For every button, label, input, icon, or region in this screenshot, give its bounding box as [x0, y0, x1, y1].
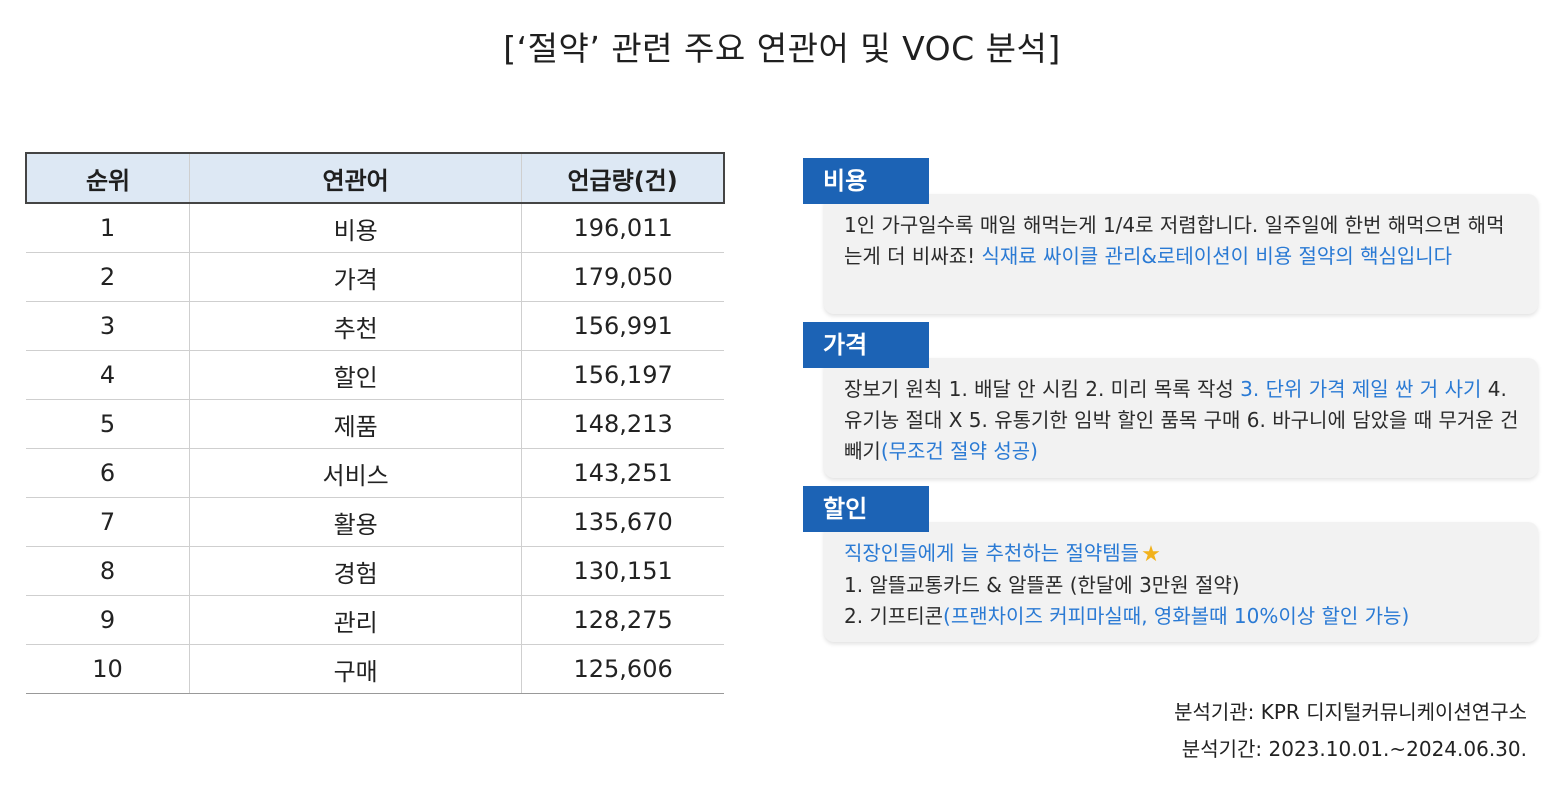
voc-cost-text-highlight: 식재료 싸이클 관리&로테이션이 비용 절약의 핵심입니다 — [981, 244, 1453, 268]
voc-price: 장보기 원칙 1. 배달 안 시킴 2. 미리 목록 작성 3. 단위 가격 제… — [803, 322, 1538, 478]
table-row: 2 가격 179,050 — [26, 252, 724, 302]
table-header-row: 순위 연관어 언급량(건) — [25, 152, 726, 204]
cell-word: 추천 — [189, 301, 523, 351]
cell-rank: 6 — [26, 448, 191, 498]
voc-discount-box: 직장인들에게 늘 추천하는 절약템들★ 1. 알뜰교통카드 & 알뜰폰 (한달에… — [824, 522, 1538, 642]
cell-rank: 3 — [26, 301, 191, 351]
voc-price-text-highlight2: (무조건 절약 성공) — [880, 439, 1038, 463]
cell-rank: 2 — [26, 252, 191, 302]
voc-price-text-plain2: 4. 유기농 절대 X 5. 유통기한 임박 할인 품목 구매 6. 바구니에 … — [844, 377, 1519, 463]
voc-price-tag: 가격 — [803, 322, 929, 368]
cell-rank: 7 — [26, 497, 191, 547]
footer-agency: 분석기관: KPR 디지털커뮤니케이션연구소 — [1174, 700, 1527, 724]
voc-price-box: 장보기 원칙 1. 배달 안 시킴 2. 미리 목록 작성 3. 단위 가격 제… — [824, 358, 1538, 478]
table-row: 10 구매 125,606 — [26, 644, 724, 694]
cell-word: 서비스 — [189, 448, 523, 498]
cell-count: 128,275 — [521, 595, 724, 645]
cell-rank: 10 — [26, 644, 191, 694]
cell-count: 148,213 — [521, 399, 724, 449]
cell-word: 제품 — [189, 399, 523, 449]
cell-rank: 9 — [26, 595, 191, 645]
table-row: 6 서비스 143,251 — [26, 448, 724, 498]
header-word: 연관어 — [189, 152, 523, 204]
cell-word: 경험 — [189, 546, 523, 596]
cell-count: 156,991 — [521, 301, 724, 351]
voc-discount-line1: 직장인들에게 늘 추천하는 절약템들★ — [844, 538, 1522, 570]
cell-word: 비용 — [189, 203, 523, 253]
voc-discount-line2: 1. 알뜰교통카드 & 알뜰폰 (한달에 3만원 절약) — [844, 573, 1240, 597]
cell-word: 가격 — [189, 252, 523, 302]
cell-count: 196,011 — [521, 203, 724, 253]
footer-period: 분석기간: 2023.10.01.~2024.06.30. — [1181, 737, 1527, 761]
cell-rank: 8 — [26, 546, 191, 596]
table-row: 3 추천 156,991 — [26, 301, 724, 351]
page-title: [‘절약’ 관련 주요 연관어 및 VOC 분석] — [503, 29, 1061, 68]
voc-price-text-highlight1: 3. 단위 가격 제일 싼 거 사기 — [1240, 377, 1482, 401]
cell-word: 할인 — [189, 350, 523, 400]
cell-word: 관리 — [189, 595, 523, 645]
cell-word: 구매 — [189, 644, 523, 694]
voc-price-text: 장보기 원칙 1. 배달 안 시킴 2. 미리 목록 작성 3. 단위 가격 제… — [844, 374, 1522, 467]
cell-count: 143,251 — [521, 448, 724, 498]
related-words-table: 순위 연관어 언급량(건) 1 비용 196,011 2 가격 179,050 3 추천 156… — [25, 152, 726, 694]
voc-price-text-plain1: 장보기 원칙 1. 배달 안 시킴 2. 미리 목록 작성 — [844, 377, 1241, 401]
cell-rank: 1 — [26, 203, 191, 253]
cell-count: 179,050 — [521, 252, 724, 302]
cell-count: 125,606 — [521, 644, 724, 694]
voc-cost-tag: 비용 — [803, 158, 929, 204]
cell-count: 130,151 — [521, 546, 724, 596]
table-row: 9 관리 128,275 — [26, 595, 724, 645]
table-row: 4 할인 156,197 — [26, 350, 724, 400]
voc-discount: 직장인들에게 늘 추천하는 절약템들★ 1. 알뜰교통카드 & 알뜰폰 (한달에… — [803, 486, 1538, 642]
voc-discount-line3: 2. 기프티콘(프랜차이즈 커피마실때, 영화볼때 10%이상 할인 가능) — [844, 601, 1522, 632]
cell-count: 135,670 — [521, 497, 724, 547]
table-row: 1 비용 196,011 — [26, 203, 724, 253]
voc-cost: 1인 가구일수록 매일 해먹는게 1/4로 저렴합니다. 일주일에 한번 해먹으… — [803, 158, 1538, 314]
header-rank: 순위 — [25, 152, 191, 204]
table-row: 7 활용 135,670 — [26, 497, 724, 547]
table-row: 5 제품 148,213 — [26, 399, 724, 449]
header-count: 언급량(건) — [521, 152, 726, 204]
voc-discount-text: 직장인들에게 늘 추천하는 절약템들★ 1. 알뜰교통카드 & 알뜰폰 (한달에… — [844, 538, 1522, 632]
cell-count: 156,197 — [521, 350, 724, 400]
voc-cost-text: 1인 가구일수록 매일 해먹는게 1/4로 저렴합니다. 일주일에 한번 해먹으… — [844, 210, 1522, 272]
voc-discount-tag: 할인 — [803, 486, 929, 532]
voc-discount-line3-plain: 2. 기프티콘 — [844, 604, 944, 628]
cell-word: 활용 — [189, 497, 523, 547]
cell-rank: 4 — [26, 350, 191, 400]
voc-cost-box: 1인 가구일수록 매일 해먹는게 1/4로 저렴합니다. 일주일에 한번 해먹으… — [824, 194, 1538, 314]
voc-cost-text-plain: 1인 가구일수록 매일 해먹는게 1/4로 저렴합니다. 일주일에 한번 해먹으… — [844, 213, 1505, 268]
table-row: 8 경험 130,151 — [26, 546, 724, 596]
star-icon: ★ — [1141, 542, 1161, 567]
cell-rank: 5 — [26, 399, 191, 449]
voc-discount-line1-highlight: 직장인들에게 늘 추천하는 절약템들 — [844, 541, 1140, 565]
voc-discount-line3-highlight: (프랜차이즈 커피마실때, 영화볼때 10%이상 할인 가능) — [943, 604, 1410, 628]
